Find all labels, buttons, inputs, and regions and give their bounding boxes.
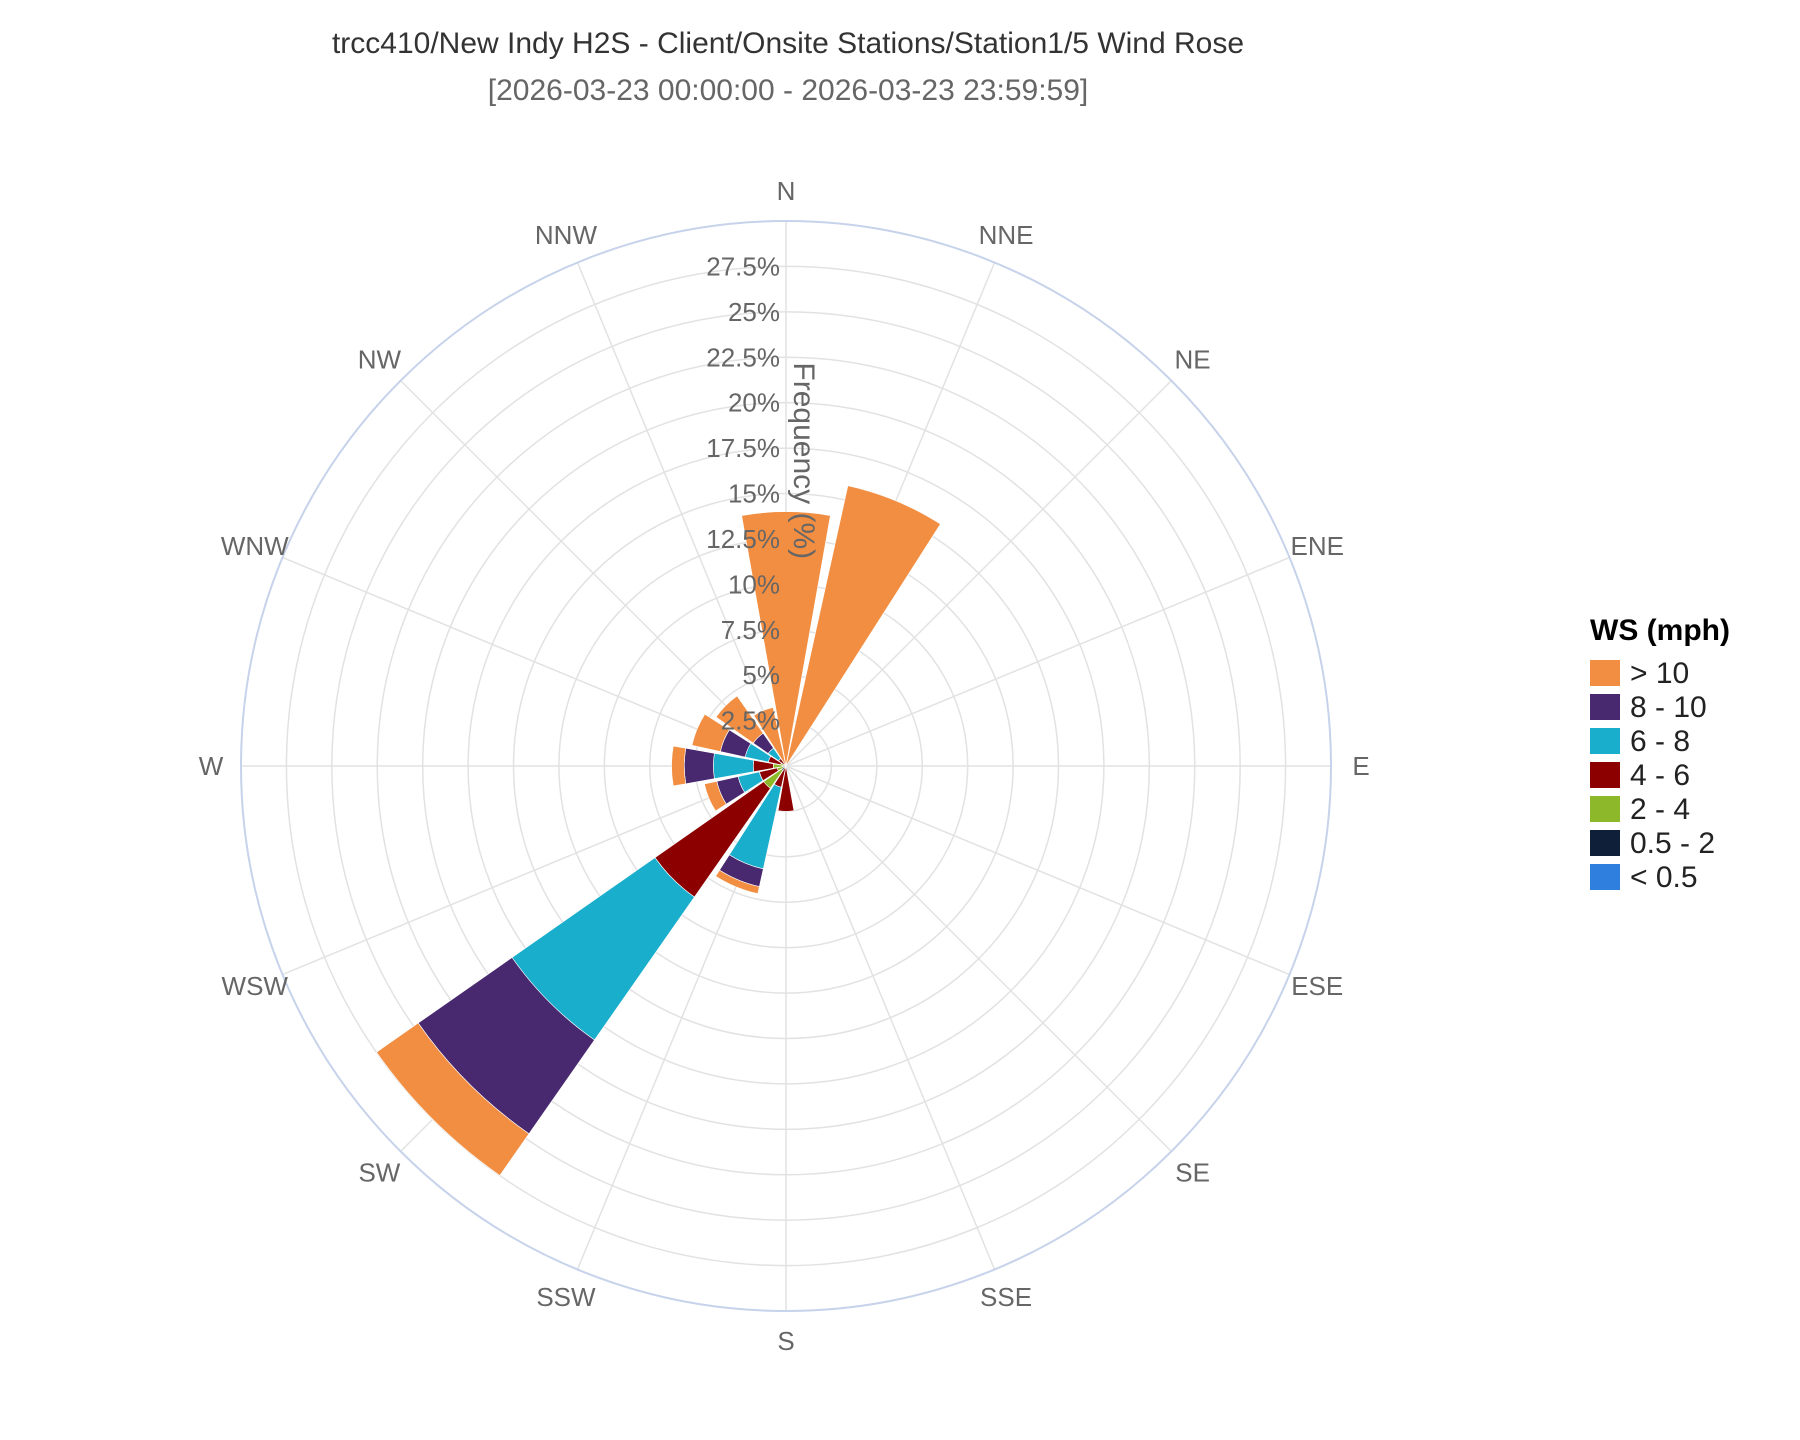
direction-label-wnw: WNW [221, 531, 289, 561]
grid-spoke [785, 556, 1290, 767]
direction-label-ese: ESE [1291, 971, 1343, 1001]
legend-swatch [1590, 660, 1620, 686]
bar-segment-sw [376, 1022, 530, 1176]
direction-label-nnw: NNW [535, 220, 598, 250]
radial-tick-label: 12.5% [706, 524, 780, 554]
legend-label: 4 - 6 [1630, 759, 1690, 792]
bar-segment-n [741, 511, 831, 767]
radial-ticks: 2.5% 5% 7.5% 10% 12.5% 15% 17.5% 20% 22.5% 25% 27.… [706, 251, 780, 735]
direction-label-ene: ENE [1290, 531, 1343, 561]
legend-label: < 0.5 [1630, 861, 1698, 894]
direction-label-ssw: SSW [536, 1282, 596, 1312]
direction-label-ne: NE [1175, 344, 1211, 374]
direction-label-w: W [199, 751, 224, 781]
radial-tick-label: 25% [728, 297, 780, 327]
legend-swatch [1590, 796, 1620, 822]
direction-label-s: S [777, 1326, 794, 1356]
legend-title: WS (mph) [1590, 614, 1730, 647]
direction-label-nne: NNE [979, 220, 1034, 250]
legend: WS (mph) > 108 - 106 - 84 - 62 - 40.5 - … [1590, 614, 1730, 894]
bar-segment-nne [785, 485, 941, 767]
direction-label-sw: SW [358, 1158, 400, 1188]
bar-segment-w [671, 745, 687, 787]
bar-segment-wnw [691, 713, 730, 752]
direction-label-e: E [1352, 751, 1369, 781]
bar-segment-w [684, 747, 715, 785]
direction-label-se: SE [1175, 1158, 1210, 1188]
direction-label-nw: NW [358, 344, 402, 374]
grid-spoke [785, 380, 1172, 767]
legend-swatch [1590, 694, 1620, 720]
direction-label-wsw: WSW [222, 971, 289, 1001]
legend-label: 6 - 8 [1630, 725, 1690, 758]
direction-label-sse: SSE [980, 1282, 1032, 1312]
radial-tick-label: 10% [728, 569, 780, 599]
outer-ring [240, 220, 1332, 1312]
grid-spoke [576, 262, 787, 767]
direction-labels: N NNE NE ENE E ESE SE SSE S SSW SW WSW W WNW NW NNW [199, 176, 1370, 1356]
grid-spoke [400, 380, 787, 767]
grid-spoke [785, 765, 1290, 976]
radial-tick-label: 17.5% [706, 433, 780, 463]
bar-segment-wsw [704, 780, 727, 812]
bar-segment-ssw [715, 869, 760, 895]
legend-label: 0.5 - 2 [1630, 827, 1715, 860]
radial-axis-title: Frequency (%) [787, 362, 820, 559]
grid-spoke [785, 765, 996, 1270]
radial-tick-label: 22.5% [706, 342, 780, 372]
bar-segment-nnw [753, 707, 787, 767]
chart-title: trcc410/New Indy H2S - Client/Onsite Sta… [332, 27, 1244, 60]
grid-spoke [785, 765, 1172, 1152]
radial-tick-label: 27.5% [706, 251, 780, 281]
direction-label-n: N [777, 176, 796, 206]
radial-tick-label: 15% [728, 479, 780, 509]
legend-swatch [1590, 762, 1620, 788]
grid-spoke [282, 765, 787, 976]
legend-label: 2 - 4 [1630, 793, 1690, 826]
wind-rose-bars [376, 485, 941, 1176]
legend-label: 8 - 10 [1630, 691, 1707, 724]
legend-label: > 10 [1630, 657, 1689, 690]
legend-swatch [1590, 864, 1620, 890]
chart-subtitle: [2026-03-23 00:00:00 - 2026-03-23 23:59:… [488, 74, 1088, 107]
polar-grid [240, 220, 1332, 1312]
radial-tick-label: 20% [728, 388, 780, 418]
radial-tick-label: 2.5% [721, 706, 780, 736]
bar-segment-s [777, 765, 795, 812]
legend-swatch [1590, 830, 1620, 856]
radial-tick-label: 7.5% [721, 615, 780, 645]
legend-swatch [1590, 728, 1620, 754]
radial-tick-label: 5% [742, 660, 780, 690]
bar-segment-nw [715, 695, 764, 744]
